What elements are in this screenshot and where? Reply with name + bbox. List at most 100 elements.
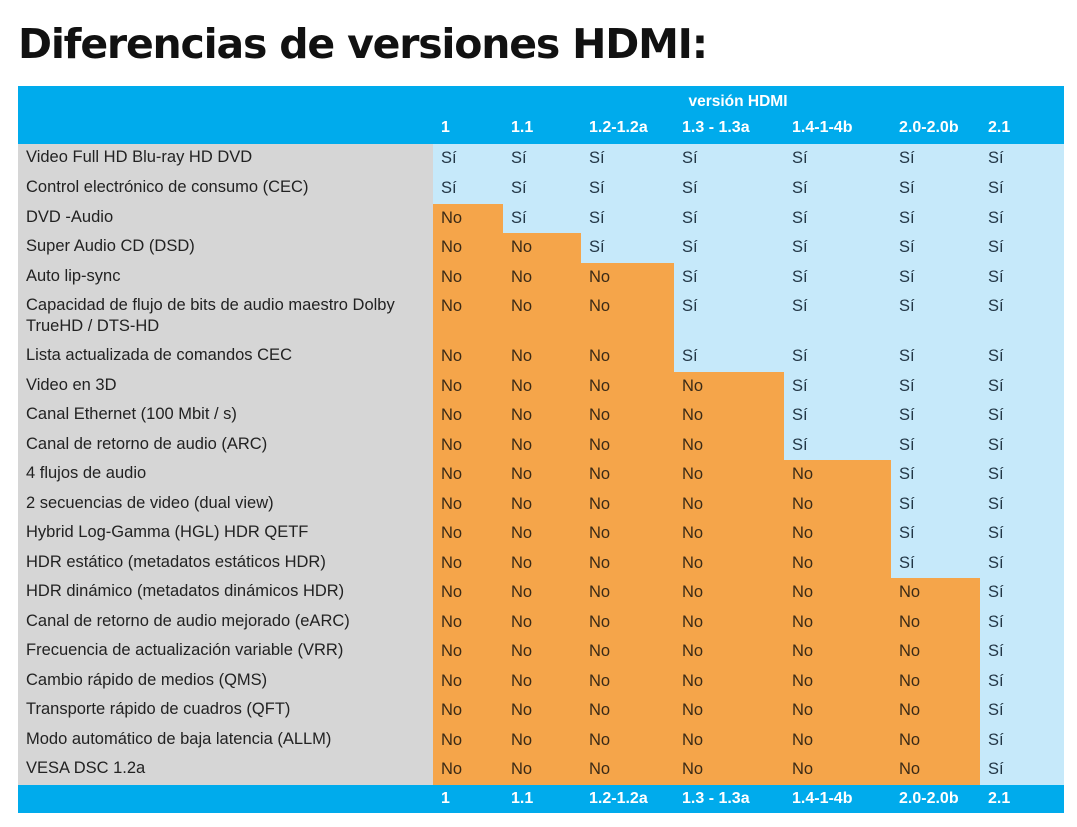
cell-value-yes: Sí: [899, 297, 915, 315]
table-cell: [891, 431, 980, 460]
table-cell: [433, 292, 503, 342]
cell-value-yes: Sí: [899, 495, 915, 513]
cell-value-yes: Sí: [682, 297, 698, 315]
cell-value-yes: Sí: [682, 209, 698, 227]
cell-value-yes: Sí: [792, 406, 808, 424]
cell-value-no: No: [511, 583, 533, 601]
cell-value-no: No: [589, 377, 611, 395]
table-cell: [784, 372, 891, 401]
table-cell: [891, 755, 980, 785]
cell-value-no: No: [792, 465, 814, 483]
cell-value-no: No: [589, 731, 611, 749]
cell-value-yes: Sí: [988, 731, 1004, 749]
cell-value-no: No: [589, 642, 611, 660]
cell-value-yes: Sí: [988, 642, 1004, 660]
cell-value-yes: Sí: [988, 701, 1004, 719]
table-cell: [891, 549, 980, 578]
table-cell: [503, 460, 581, 490]
cell-value-no: No: [682, 554, 704, 572]
cell-value-no: No: [441, 554, 463, 572]
table-cell: [784, 144, 891, 174]
cell-value-no: No: [441, 701, 463, 719]
header-columns: 1 1.1 1.2-1.2a 1.3 - 1.3a 1.4-1-4b 2.0-2.0b 2.…: [18, 119, 1064, 141]
cell-value-yes: Sí: [682, 238, 698, 256]
cell-value-yes: Sí: [899, 406, 915, 424]
cell-value-yes: Sí: [899, 347, 915, 365]
cell-value-yes: Sí: [899, 554, 915, 572]
table-cell: [503, 144, 581, 174]
table-cell: [784, 174, 891, 204]
table-cell: [581, 263, 674, 292]
table-cell: [503, 696, 581, 726]
table-cell: [891, 667, 980, 696]
cell-value-yes: Sí: [899, 209, 915, 227]
table-cell: [784, 549, 891, 578]
cell-value-no: No: [441, 495, 463, 513]
label-column-background: [18, 144, 433, 785]
cell-value-no: No: [441, 613, 463, 631]
cell-value-no: No: [511, 436, 533, 454]
cell-value-no: No: [899, 760, 921, 778]
cell-value-no: No: [441, 436, 463, 454]
hdmi-version-table: versión HDMI 1 1.1 1.2-1.2a 1.3 - 1.3a 1.4-1…: [18, 86, 1064, 813]
cell-value-no: No: [682, 524, 704, 542]
cell-value-yes: Sí: [682, 179, 698, 197]
table-cell: [581, 755, 674, 785]
table-cell: [674, 401, 784, 431]
cell-value-no: No: [511, 760, 533, 778]
cell-value-no: No: [589, 583, 611, 601]
table-cell: [433, 490, 503, 519]
table-cell: [433, 460, 503, 490]
cell-value-yes: Sí: [988, 179, 1004, 197]
cell-value-no: No: [899, 672, 921, 690]
table-cell: [503, 667, 581, 696]
table-cell: [980, 342, 1064, 372]
table-cell: [674, 696, 784, 726]
table-cell: [980, 696, 1064, 726]
table-cell: [433, 578, 503, 608]
table-cell: [503, 608, 581, 637]
cell-value-no: No: [511, 672, 533, 690]
table-cell: [674, 755, 784, 785]
table-cell: [980, 578, 1064, 608]
cell-value-yes: Sí: [899, 268, 915, 286]
table-cell: [581, 519, 674, 549]
footer-version-0: 1: [441, 790, 450, 807]
header-version-0: 1: [441, 119, 450, 136]
row-label: HDR estático (metadatos estáticos HDR): [26, 553, 326, 571]
table-cell: [891, 401, 980, 431]
table-cell: [581, 342, 674, 372]
cell-value-no: No: [511, 297, 533, 315]
table-cell: [581, 726, 674, 755]
cell-value-yes: Sí: [899, 238, 915, 256]
table-cell: [980, 755, 1064, 785]
cell-value-no: No: [589, 406, 611, 424]
table-cell: [503, 401, 581, 431]
table-cell: [891, 372, 980, 401]
table-cell: [581, 578, 674, 608]
cell-value-yes: Sí: [988, 583, 1004, 601]
row-label: Lista actualizada de comandos CEC: [26, 346, 292, 364]
table-cell: [433, 263, 503, 292]
cell-value-no: No: [682, 406, 704, 424]
table-cell: [674, 263, 784, 292]
table-cell: [784, 608, 891, 637]
cell-value-no: No: [589, 297, 611, 315]
table-cell: [581, 549, 674, 578]
table-cell: [891, 233, 980, 263]
cell-value-no: No: [441, 377, 463, 395]
cell-value-yes: Sí: [792, 209, 808, 227]
cell-value-yes: Sí: [899, 524, 915, 542]
table-cell: [503, 204, 581, 233]
table-cell: [581, 460, 674, 490]
table-cell: [891, 608, 980, 637]
cell-value-yes: Sí: [899, 179, 915, 197]
row-label: Hybrid Log-Gamma (HGL) HDR QETF: [26, 523, 309, 541]
cell-value-yes: Sí: [988, 465, 1004, 483]
table-cell: [433, 174, 503, 204]
cell-value-no: No: [682, 377, 704, 395]
table-cell: [503, 431, 581, 460]
table-cell: [980, 174, 1064, 204]
cell-value-yes: Sí: [511, 179, 527, 197]
table-cell: [503, 549, 581, 578]
